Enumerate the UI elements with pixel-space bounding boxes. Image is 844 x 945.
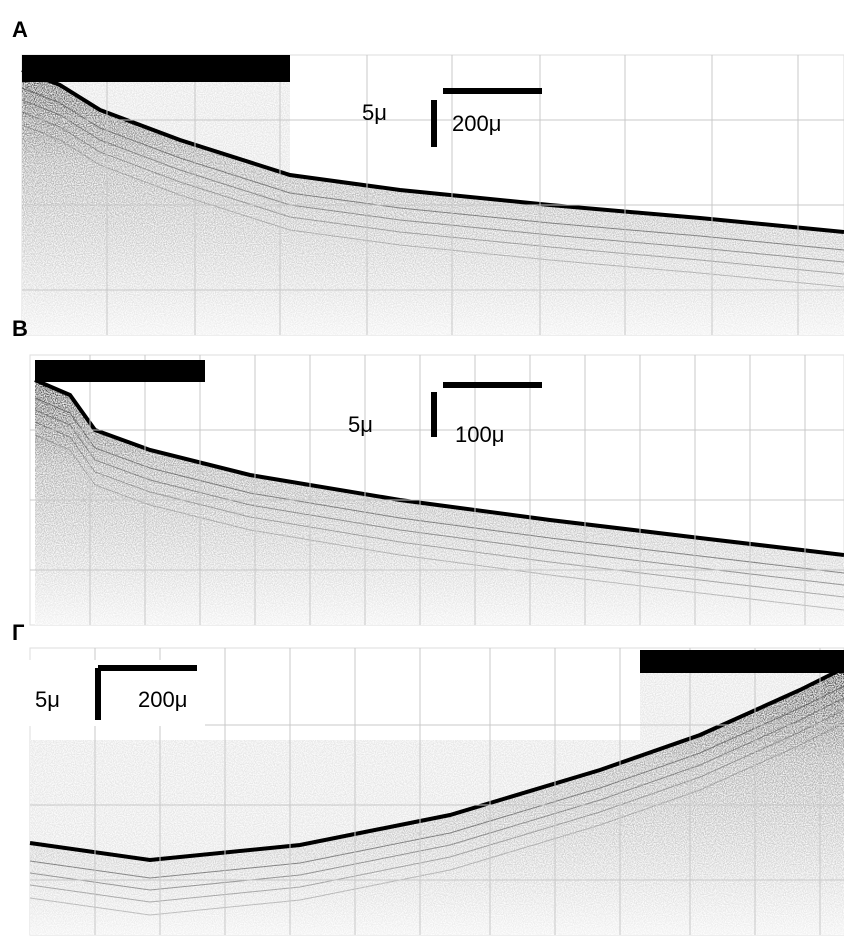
tissue-layer <box>29 709 844 903</box>
tissue-layer <box>21 111 844 275</box>
tissue <box>22 70 844 335</box>
panel-label: В <box>12 316 28 341</box>
tissue-layer <box>29 685 844 879</box>
black-bar <box>640 650 844 673</box>
tissue-layer <box>21 87 844 251</box>
tissue-surface <box>34 378 844 557</box>
black-bar <box>35 360 205 382</box>
panel-label: Г <box>12 620 25 645</box>
tissue-layer <box>34 434 844 611</box>
tissue-layer <box>34 409 844 586</box>
scale-label: 5μ <box>348 412 373 437</box>
tissue <box>30 668 844 935</box>
tissue-layer <box>34 397 844 574</box>
scale-label: 200μ <box>452 111 501 136</box>
scale-label: 5μ <box>362 100 387 125</box>
tissue-layer <box>29 697 844 891</box>
tissue <box>35 380 844 625</box>
tissue-surface <box>29 666 844 863</box>
black-bar <box>22 55 290 82</box>
scale-label: 200μ <box>138 687 187 712</box>
tissue-layer <box>21 124 844 288</box>
scale-label: 100μ <box>455 422 504 447</box>
tissue-layer <box>34 421 844 598</box>
scale-label: 5μ <box>35 687 60 712</box>
panel-label: А <box>12 17 28 42</box>
tissue-layer <box>29 722 844 916</box>
tissue-surface <box>21 68 844 234</box>
